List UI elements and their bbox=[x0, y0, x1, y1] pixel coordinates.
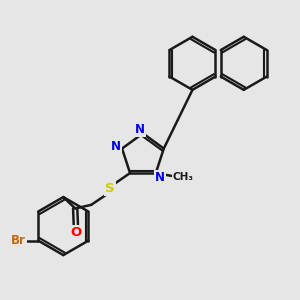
Text: O: O bbox=[70, 226, 82, 239]
Text: Br: Br bbox=[11, 234, 26, 247]
Text: S: S bbox=[105, 182, 115, 195]
Text: N: N bbox=[111, 140, 121, 153]
Text: CH₃: CH₃ bbox=[172, 172, 194, 182]
Text: N: N bbox=[135, 123, 145, 136]
Text: N: N bbox=[155, 171, 165, 184]
